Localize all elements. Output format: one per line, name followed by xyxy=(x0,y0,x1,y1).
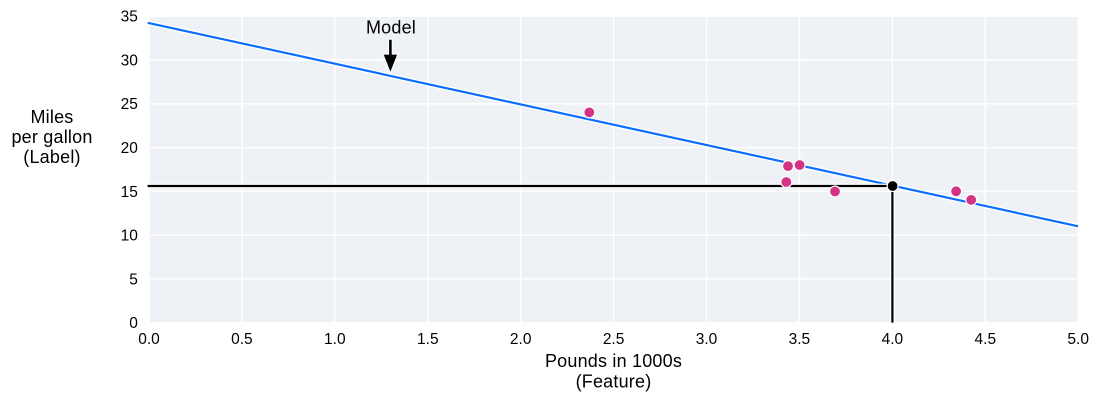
svg-text:30: 30 xyxy=(121,53,139,70)
svg-text:Model: Model xyxy=(366,17,416,37)
svg-text:20: 20 xyxy=(121,140,139,157)
svg-text:per gallon: per gallon xyxy=(11,127,92,147)
svg-text:2.5: 2.5 xyxy=(603,331,625,348)
svg-text:4.5: 4.5 xyxy=(975,331,997,348)
svg-text:3.5: 3.5 xyxy=(789,331,811,348)
svg-text:15: 15 xyxy=(121,184,138,201)
svg-text:10: 10 xyxy=(121,228,139,245)
svg-text:1.0: 1.0 xyxy=(324,331,346,348)
svg-text:25: 25 xyxy=(121,96,138,113)
svg-text:1.5: 1.5 xyxy=(417,331,439,348)
svg-text:Miles: Miles xyxy=(30,107,73,127)
svg-text:4.0: 4.0 xyxy=(882,331,904,348)
svg-text:(Label): (Label) xyxy=(23,147,80,167)
svg-text:2.0: 2.0 xyxy=(510,331,532,348)
svg-text:(Feature): (Feature) xyxy=(576,372,652,392)
svg-text:35: 35 xyxy=(121,9,138,26)
svg-text:5.0: 5.0 xyxy=(1067,331,1089,348)
svg-text:5: 5 xyxy=(129,271,138,288)
svg-text:0: 0 xyxy=(129,315,138,332)
svg-text:0.5: 0.5 xyxy=(231,331,253,348)
svg-text:3.0: 3.0 xyxy=(696,331,718,348)
svg-text:Pounds in 1000s: Pounds in 1000s xyxy=(545,351,682,371)
svg-text:0.0: 0.0 xyxy=(138,331,160,348)
